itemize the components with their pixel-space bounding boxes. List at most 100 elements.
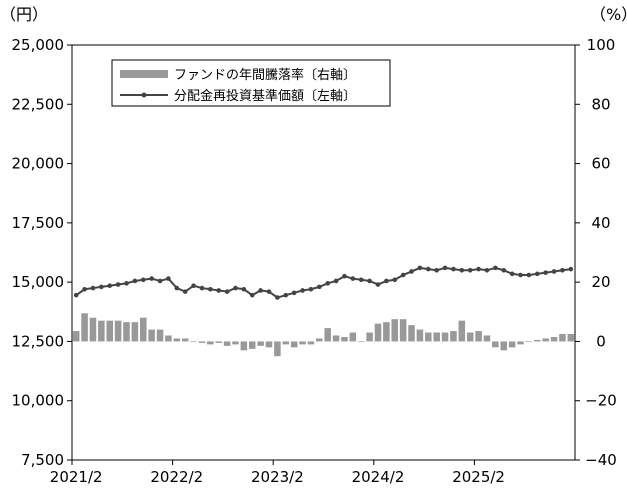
line-point [384, 278, 389, 284]
bar [433, 332, 440, 342]
line-point [266, 289, 272, 294]
right-axis-unit: （%） [590, 5, 627, 24]
left-tick-label: 22,500 [12, 95, 65, 113]
bar [366, 332, 373, 342]
line-point [560, 267, 565, 273]
bar [148, 329, 155, 342]
left-axis-unit: （円） [0, 5, 48, 24]
x-tick-label: 2023/2 [251, 468, 304, 486]
bar [156, 329, 164, 342]
bar [165, 335, 172, 342]
bar [248, 341, 256, 349]
line-point [216, 288, 222, 293]
bar [458, 320, 466, 342]
line-point [451, 266, 456, 272]
legend-label-bar: ファンドの年間騰落率〔右軸〕 [174, 67, 356, 83]
line-point [342, 273, 347, 279]
right-tick-label: −40 [585, 451, 617, 469]
line-point [308, 286, 314, 292]
bar [374, 323, 382, 342]
line-point [434, 267, 439, 273]
left-tick-label: 25,000 [12, 36, 65, 54]
line-point [350, 276, 356, 281]
line-point [425, 266, 431, 272]
left-tick-label: 15,000 [12, 273, 65, 291]
bar [190, 341, 197, 343]
bar [550, 336, 558, 342]
line-point [149, 276, 154, 281]
bar [89, 317, 97, 342]
line-point [476, 266, 481, 272]
line-point [233, 285, 238, 291]
line-point [333, 278, 339, 284]
line-point [199, 285, 205, 291]
bar [332, 335, 340, 342]
line-point [534, 271, 540, 277]
bar [559, 334, 566, 342]
bar [207, 341, 214, 345]
bar [324, 328, 331, 342]
bar-series [72, 313, 575, 357]
line-point [300, 288, 305, 293]
line-point [258, 288, 263, 293]
line-point [73, 292, 79, 298]
line-point [174, 285, 180, 291]
legend-box [111, 59, 391, 107]
line-point [82, 286, 87, 292]
bar [399, 319, 407, 342]
line-point [392, 277, 398, 283]
line-point [543, 270, 548, 275]
line-point [182, 289, 188, 294]
line-point [442, 265, 448, 271]
bar [98, 320, 105, 342]
left-tick-label: 7,500 [21, 451, 64, 469]
bar [534, 339, 541, 342]
line-point [275, 295, 280, 300]
left-tick-label: 10,000 [12, 392, 65, 410]
line-point [526, 272, 532, 278]
bar [139, 317, 147, 342]
right-tick-label: 0 [596, 332, 606, 350]
bar [131, 322, 139, 342]
line-point [166, 276, 171, 281]
bar [425, 332, 432, 342]
line-point [90, 285, 96, 291]
line-point [157, 278, 163, 284]
line-path [75, 266, 571, 299]
line-point [132, 278, 138, 284]
bar [282, 341, 290, 345]
bar [500, 341, 508, 351]
bar [416, 329, 424, 342]
bar [508, 341, 516, 348]
bar [316, 338, 323, 342]
line-point [124, 281, 129, 286]
bar [198, 341, 206, 343]
right-tick-label: 60 [591, 155, 610, 173]
line-point [409, 269, 414, 274]
line-point [568, 266, 574, 272]
bar [466, 332, 474, 342]
line-point [459, 267, 465, 273]
bar [441, 332, 449, 342]
bar [307, 341, 315, 345]
right-tick-label: 100 [587, 36, 616, 54]
bar [525, 341, 533, 343]
bar [215, 341, 222, 343]
right-tick-label: 80 [591, 95, 610, 113]
bar [81, 313, 88, 342]
line-point [467, 267, 473, 273]
x-tick-label: 2024/2 [352, 468, 405, 486]
x-tick-label: 2021/2 [50, 468, 103, 486]
line-point [249, 292, 255, 298]
legend-swatch-marker [141, 92, 147, 98]
bar [240, 341, 248, 351]
bar [542, 338, 549, 342]
line-point [518, 272, 523, 278]
bar [106, 320, 113, 342]
legend: ファンドの年間騰落率〔右軸〕 分配金再投資基準価額〔左軸〕 [111, 59, 391, 107]
bar [72, 331, 80, 342]
left-tick-label: 20,000 [12, 155, 65, 173]
bar [257, 341, 264, 346]
x-tick-label: 2022/2 [150, 468, 203, 486]
legend-label-line: 分配金再投資基準価額〔左軸〕 [174, 88, 356, 104]
